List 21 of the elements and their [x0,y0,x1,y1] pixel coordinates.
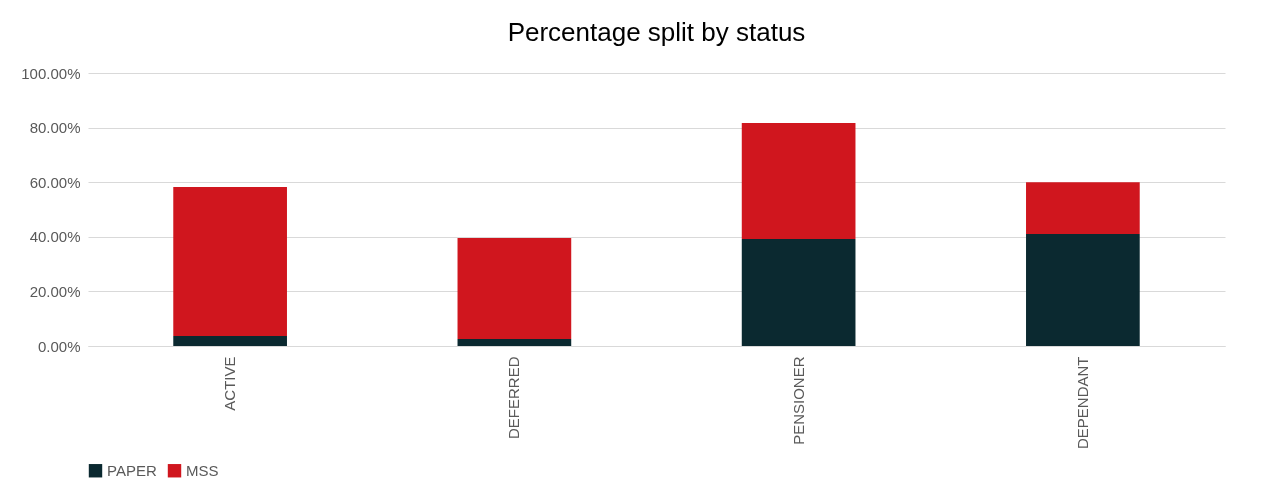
x-tick-label: DEPENDANT [1073,356,1091,450]
y-tick-label: 0.00% [37,337,81,355]
bar [173,335,287,346]
bar [1026,234,1140,346]
chart-title: Percentage split by status [507,17,806,47]
y-tick-label: 60.00% [29,173,81,191]
y-tick-label: 100.00% [21,64,81,82]
bar [457,338,572,346]
bar [741,238,856,346]
y-tick-label: 80.00% [29,119,81,137]
bar [457,237,572,339]
bar [741,122,856,239]
x-tick-label: ACTIVE [221,356,239,411]
bar [173,187,287,336]
y-tick-label: 20.00% [29,282,81,300]
bar [1026,182,1140,235]
x-tick-label: DEFERRED [505,356,523,440]
x-tick-label: PENSIONER [789,356,807,445]
legend-label: PAPER [107,461,157,479]
y-tick-label: 40.00% [29,228,81,246]
legend-label: MSS [186,461,219,479]
